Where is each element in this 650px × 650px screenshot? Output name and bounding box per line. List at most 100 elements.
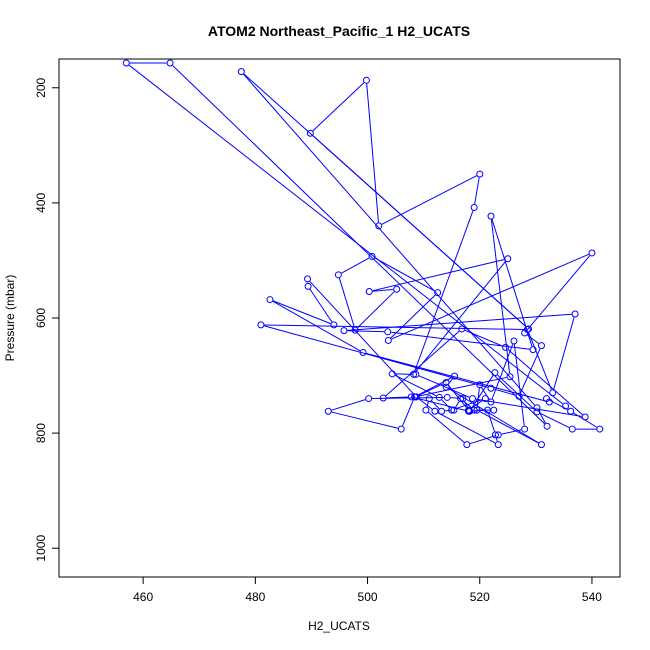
series-line-segment — [494, 388, 516, 396]
series-line-segment — [428, 411, 465, 443]
x-tick-label: 540 — [582, 590, 602, 604]
data-point — [502, 343, 510, 351]
series-line-segment — [507, 349, 583, 416]
data-point — [596, 425, 604, 433]
series-line-segment — [501, 429, 522, 435]
data-point — [393, 285, 401, 293]
series-line-segment — [528, 332, 552, 390]
series-line-segment — [417, 377, 452, 396]
series-line-segment — [272, 300, 361, 352]
y-tick-label: 200 — [34, 77, 48, 97]
data-point — [476, 381, 484, 389]
data-point — [411, 393, 419, 401]
series-line-segment — [497, 374, 535, 410]
data-point — [334, 271, 342, 279]
data-point — [468, 395, 476, 403]
series-line-segment — [309, 288, 333, 323]
data-point — [504, 255, 512, 263]
data-point — [442, 378, 450, 386]
data-point — [543, 422, 551, 430]
data-point — [425, 395, 433, 403]
data-point — [466, 407, 474, 415]
data-point — [487, 398, 495, 406]
series-line-segment — [366, 352, 547, 402]
series-line-segment — [445, 409, 451, 412]
series-line-segment — [312, 135, 527, 327]
series-line-segment — [264, 325, 488, 388]
series-line-segment — [395, 374, 437, 397]
data-point — [521, 425, 529, 433]
data-point — [562, 402, 570, 410]
series-line-segment — [431, 400, 440, 410]
data-point — [473, 406, 481, 414]
data-point — [365, 288, 373, 296]
data-point — [351, 326, 359, 334]
series-line-segment — [402, 399, 414, 427]
chart-title: ATOM2 Northeast_Pacific_1 H2_UCATS — [208, 23, 470, 39]
series-line-segment — [491, 219, 533, 347]
series-line-segment — [341, 257, 370, 274]
series-line-segment — [386, 396, 408, 399]
series-line-segment — [455, 401, 460, 408]
data-point — [442, 383, 450, 391]
data-point — [470, 203, 478, 211]
data-point — [523, 326, 531, 334]
series-line-segment — [243, 73, 536, 406]
data-point — [266, 296, 274, 304]
data-layer — [122, 59, 604, 449]
data-point — [412, 370, 420, 378]
data-point — [463, 441, 471, 449]
data-point — [330, 321, 338, 329]
data-point — [487, 212, 495, 220]
series-line-segment — [128, 64, 564, 405]
data-point — [581, 413, 589, 421]
data-point — [435, 393, 443, 401]
data-point — [375, 222, 383, 230]
data-point — [568, 425, 576, 433]
series-line-segment — [312, 82, 365, 132]
y-tick-label: 1000 — [34, 535, 48, 562]
data-point — [368, 252, 376, 260]
data-point — [166, 59, 174, 67]
y-tick-label: 800 — [34, 423, 48, 443]
data-point — [494, 441, 502, 449]
data-point — [537, 441, 545, 449]
data-point — [487, 384, 495, 392]
series-line-segment — [357, 291, 395, 328]
series-line-segment — [172, 65, 545, 425]
series-line-segment — [476, 388, 480, 407]
series-line-segment — [385, 330, 460, 397]
data-point — [397, 425, 405, 433]
series-line-segment — [331, 399, 366, 411]
series-line-segment — [437, 412, 496, 444]
data-point — [533, 404, 541, 412]
data-point — [359, 349, 367, 357]
x-tick-label: 520 — [470, 590, 490, 604]
y-tick-label: 400 — [34, 193, 48, 213]
series-line-segment — [426, 401, 429, 407]
data-point — [304, 275, 312, 283]
data-point — [490, 406, 498, 414]
series-line-segment — [539, 412, 570, 428]
series-line-segment — [372, 259, 505, 292]
data-point — [529, 346, 537, 354]
data-point — [533, 408, 541, 416]
data-point — [410, 370, 418, 378]
data-point — [491, 369, 499, 377]
data-point — [443, 393, 451, 401]
data-point — [388, 370, 396, 378]
series-line-segment — [331, 411, 398, 429]
series-line-segment — [347, 313, 572, 331]
data-point — [365, 395, 373, 403]
data-point — [537, 342, 545, 350]
data-point — [384, 336, 392, 344]
data-point — [438, 407, 446, 415]
series-line-segment — [447, 384, 467, 408]
series-line-segment — [464, 329, 503, 347]
x-axis-label: H2_UCATS — [308, 619, 370, 633]
data-point — [458, 325, 466, 333]
data-point — [448, 406, 456, 414]
series-line-segment — [414, 210, 474, 372]
